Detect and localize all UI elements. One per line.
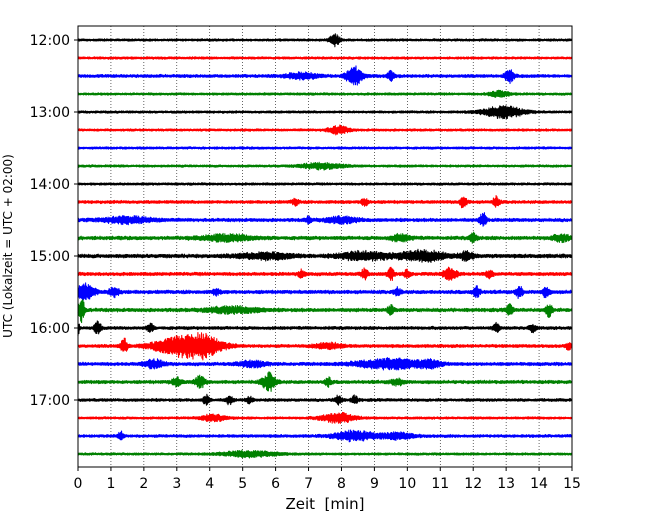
x-tick-label: 5 (238, 476, 247, 492)
trace-1245 (77, 89, 573, 99)
y-tick-label: 12:00 (30, 33, 70, 49)
trace-1615 (77, 332, 573, 361)
x-tick-label: 4 (205, 476, 214, 492)
trace-1700 (77, 393, 573, 406)
y-tick-label: 13:00 (30, 105, 70, 121)
x-axis-title: Zeit [min] (285, 495, 364, 513)
trace-1415 (77, 195, 573, 209)
x-tick-label: 14 (530, 476, 548, 492)
plot-frame (77, 25, 573, 468)
trace-1515 (77, 266, 573, 282)
x-tick-label: 8 (337, 476, 346, 492)
x-axis-ticks: 0 1 2 3 4 5 6 7 8 9 10 11 12 13 14 15 (74, 467, 581, 492)
trace-1645 (77, 371, 573, 392)
trace-1730 (77, 429, 573, 443)
x-tick-label: 12 (464, 476, 482, 492)
trace-1715 (77, 411, 573, 425)
x-tick-label: 2 (139, 476, 148, 492)
trace-1600 (77, 320, 573, 336)
trace-1330 (77, 146, 573, 150)
x-tick-label: 9 (370, 476, 379, 492)
trace-1215 (77, 56, 573, 60)
trace-1630 (77, 357, 573, 371)
seismic-traces (77, 33, 573, 459)
trace-1430 (77, 212, 573, 227)
trace-1315 (77, 124, 573, 136)
y-tick-label: 15:00 (30, 249, 70, 265)
trace-1545 (77, 299, 573, 324)
trace-1230 (77, 65, 573, 86)
x-tick-label: 15 (563, 476, 581, 492)
y-tick-label: 16:00 (30, 321, 70, 337)
trace-1400 (77, 182, 573, 186)
x-tick-label: 3 (172, 476, 181, 492)
trace-1200 (77, 33, 573, 48)
y-tick-label: 17:00 (30, 393, 70, 409)
trace-1745 (77, 449, 573, 459)
y-axis-ticks: 12:00 13:00 14:00 15:00 16:00 17:00 (30, 33, 78, 409)
y-axis-title: UTC (Lokalzeit = UTC + 02:00) (1, 154, 15, 338)
trace-1300 (77, 105, 573, 120)
x-tick-label: 7 (304, 476, 313, 492)
x-tick-label: 11 (431, 476, 449, 492)
x-tick-label: 6 (271, 476, 280, 492)
x-tick-label: 0 (74, 476, 83, 492)
trace-1445 (77, 231, 573, 244)
trace-1345 (77, 161, 573, 171)
y-tick-label: 14:00 (30, 177, 70, 193)
x-tick-label: 13 (497, 476, 515, 492)
x-tick-label: 10 (398, 476, 416, 492)
x-tick-label: 1 (106, 476, 115, 492)
trace-1530 (77, 282, 573, 301)
trace-1500 (77, 248, 573, 263)
